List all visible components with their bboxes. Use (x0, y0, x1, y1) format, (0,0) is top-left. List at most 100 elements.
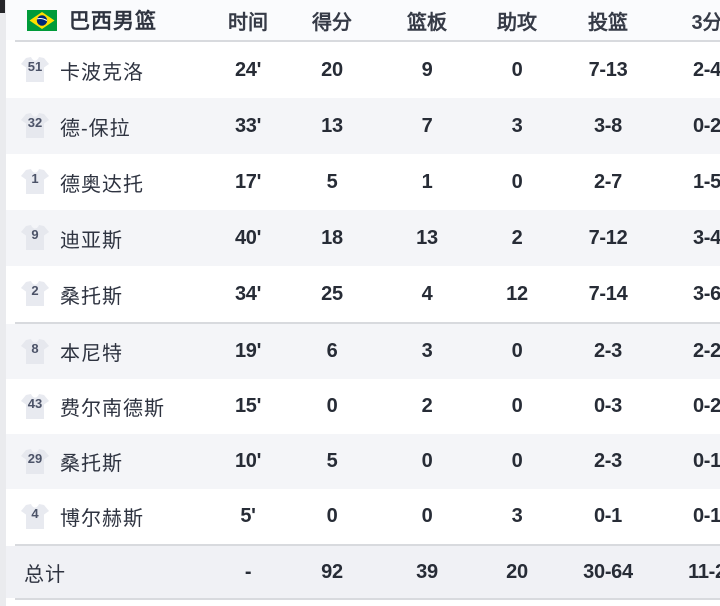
player-name: 本尼特 (60, 343, 123, 365)
player-name: 桑托斯 (60, 285, 123, 308)
total-time: - (244, 560, 252, 583)
stat-three: 0-2 (692, 395, 720, 417)
player-row[interactable]: 32 德-保拉 33' 13 7 3 3-8 0-2 (6, 98, 720, 154)
stat-points: 5 (326, 450, 338, 472)
left-edge-gutter (0, 0, 6, 606)
column-header-points: 得分 (312, 11, 352, 34)
player-name: 德奥达托 (60, 173, 144, 196)
jersey-number-badge: 32 (21, 113, 49, 139)
stat-fg: 2-7 (593, 170, 622, 193)
jersey-icon (21, 503, 49, 529)
table-header-row: 巴西男篮 时间 得分 篮板 助攻 投篮 3分 (6, 0, 720, 40)
stat-points: 6 (326, 340, 338, 362)
player-name: 迪亚斯 (60, 229, 123, 252)
stat-assists: 12 (506, 282, 528, 305)
jersey-number-badge: 29 (21, 448, 49, 475)
stat-assists: 3 (511, 114, 523, 137)
stat-assists: 0 (511, 58, 523, 81)
stat-time: 10' (234, 450, 262, 472)
jersey-number-badge: 9 (21, 225, 49, 251)
stat-three: 0-1 (692, 450, 720, 472)
stat-three: 3-4 (692, 226, 720, 249)
stat-rebounds: 1 (421, 170, 433, 193)
jersey-number: 8 (31, 340, 39, 356)
jersey-icon (21, 225, 49, 250)
total-rebounds: 39 (416, 560, 438, 583)
bench-total-divider (15, 544, 720, 546)
stat-assists: 0 (511, 170, 523, 193)
team-boxscore-table: 巴西男篮 时间 得分 篮板 助攻 投篮 3分 51 卡波克洛 24' 20 9 … (6, 0, 720, 600)
stat-time: 17' (234, 170, 262, 193)
stat-assists: 2 (511, 226, 523, 249)
jersey-number-badge: 1 (21, 169, 49, 195)
stat-points: 13 (321, 114, 343, 137)
jersey-icon (21, 281, 49, 306)
jersey-icon (21, 57, 49, 82)
jersey-number: 4 (31, 505, 39, 521)
player-name: 博尔赫斯 (60, 508, 144, 530)
player-row[interactable]: 8 本尼特 19' 6 3 0 2-3 2-2 (6, 324, 720, 379)
stat-assists: 0 (511, 450, 523, 472)
stat-time: 15' (234, 395, 262, 417)
stat-three: 0-1 (692, 505, 720, 527)
stat-rebounds: 0 (421, 450, 433, 472)
stat-points: 20 (321, 58, 343, 81)
jersey-number: 2 (31, 283, 39, 298)
jersey-number: 43 (27, 395, 43, 411)
column-header-assists: 助攻 (497, 11, 537, 34)
player-row[interactable]: 43 费尔南德斯 15' 0 2 0 0-3 0-2 (6, 379, 720, 434)
stat-three: 2-2 (692, 340, 720, 362)
jersey-number: 32 (27, 115, 43, 130)
stat-rebounds: 2 (421, 395, 433, 417)
bottom-divider (15, 598, 720, 600)
player-row[interactable]: 2 桑托斯 34' 25 4 12 7-14 3-6 (6, 266, 720, 322)
team-name: 巴西男篮 (69, 10, 157, 33)
stat-fg: 7-13 (588, 58, 628, 81)
stat-points: 5 (326, 170, 338, 193)
stat-time: 24' (234, 58, 262, 81)
player-row[interactable]: 51 卡波克洛 24' 20 9 0 7-13 2-4 (6, 42, 720, 98)
jersey-number-badge: 43 (21, 393, 49, 420)
stat-rebounds: 3 (421, 340, 433, 362)
total-points: 92 (321, 560, 343, 583)
brazil-flag-icon (27, 9, 57, 31)
player-row[interactable]: 9 迪亚斯 40' 18 13 2 7-12 3-4 (6, 210, 720, 266)
stat-three: 2-4 (692, 58, 720, 81)
stat-fg: 0-3 (593, 395, 622, 417)
stat-assists: 0 (511, 395, 523, 417)
jersey-number: 9 (31, 227, 39, 242)
stat-points: 0 (326, 505, 338, 527)
jersey-number: 29 (27, 450, 43, 466)
total-fg: 30-64 (583, 560, 633, 583)
jersey-number-badge: 4 (21, 503, 49, 530)
jersey-number-badge: 51 (21, 57, 49, 83)
stat-time: 34' (234, 282, 262, 305)
total-three: 11-2 (688, 560, 720, 583)
totals-label: 总计 (24, 563, 66, 586)
player-row[interactable]: 4 博尔赫斯 5' 0 0 3 0-1 0-1 (6, 489, 720, 544)
stat-time: 19' (234, 340, 262, 362)
player-row[interactable]: 1 德奥达托 17' 5 1 0 2-7 1-5 (6, 154, 720, 210)
stat-time: 5' (240, 505, 256, 527)
player-row[interactable]: 29 桑托斯 10' 5 0 0 2-3 0-1 (6, 434, 720, 489)
jersey-icon (21, 338, 49, 364)
column-header-fg: 投篮 (588, 11, 628, 34)
stat-rebounds: 7 (421, 114, 433, 137)
jersey-icon (21, 113, 49, 138)
stat-fg: 0-1 (593, 505, 622, 527)
column-header-rebounds: 篮板 (407, 11, 447, 34)
jersey-number: 1 (31, 171, 39, 186)
stat-time: 33' (234, 114, 262, 137)
jersey-number-badge: 8 (21, 338, 49, 365)
header-divider (15, 40, 720, 42)
screen-edge-artifact (0, 0, 5, 13)
stat-fg: 7-12 (588, 226, 628, 249)
player-name: 费尔南德斯 (60, 398, 165, 420)
stat-time: 40' (234, 226, 262, 249)
team-header-cell: 巴西男篮 (6, 5, 206, 35)
stat-three: 3-6 (692, 282, 720, 305)
column-header-three: 3分 (691, 11, 720, 34)
stat-rebounds: 9 (421, 58, 433, 81)
jersey-icon (21, 169, 49, 194)
